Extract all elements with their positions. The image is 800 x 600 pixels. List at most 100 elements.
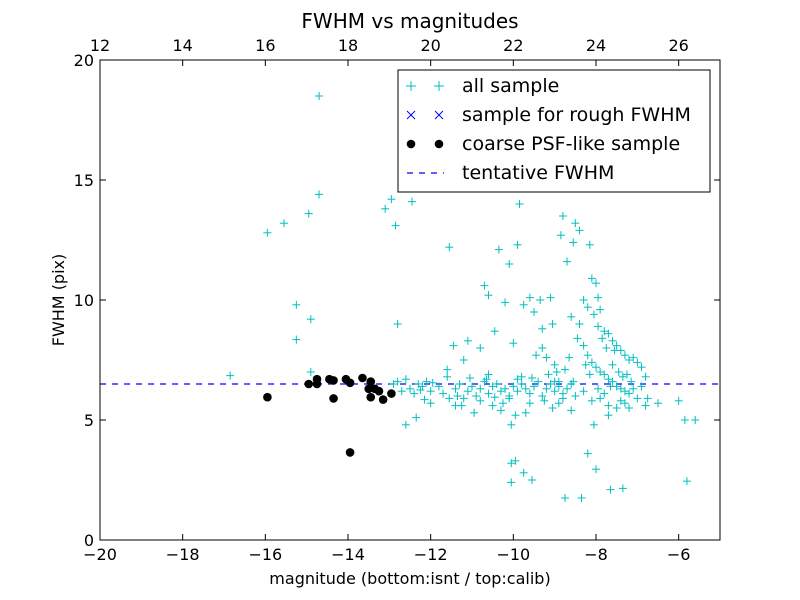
- all-sample-point: [558, 394, 567, 403]
- all-sample-point: [511, 456, 520, 465]
- all-sample-point: [546, 293, 555, 302]
- y-axis-label: FWHM (pix): [49, 254, 68, 347]
- all-sample-point: [680, 416, 689, 424]
- all-sample-point: [532, 351, 541, 360]
- psf-like-point: [312, 379, 322, 389]
- all-sample-point: [587, 396, 596, 405]
- psf-like-point: [345, 378, 355, 388]
- all-sample-point: [608, 360, 617, 369]
- all-sample-point: [618, 372, 627, 381]
- x-tick-label: −20: [83, 545, 117, 564]
- all-sample-point: [517, 380, 526, 388]
- all-sample-point: [488, 382, 497, 391]
- all-sample-point: [490, 327, 499, 336]
- all-sample-point: [449, 341, 458, 350]
- all-sample-point: [612, 341, 621, 350]
- all-sample-point: [538, 392, 547, 400]
- x-tick-label: −14: [331, 545, 365, 564]
- all-sample-point: [596, 305, 605, 314]
- all-sample-point: [525, 389, 534, 398]
- psf-like-point: [345, 448, 355, 457]
- all-sample-point: [492, 380, 501, 388]
- psf-like-point: [364, 384, 373, 394]
- all-sample-point: [583, 351, 592, 360]
- all-sample-point: [625, 389, 634, 398]
- all-sample-point: [583, 449, 592, 458]
- all-sample-point: [620, 351, 629, 360]
- top-x-tick-label: 18: [338, 36, 358, 55]
- all-sample-point: [592, 279, 600, 288]
- all-sample-point: [509, 382, 518, 391]
- legend: all sample sample for rough FWHM coarse …: [397, 69, 711, 193]
- all-sample-point: [408, 197, 417, 206]
- y-tick-label: 0: [84, 531, 94, 550]
- all-sample-point: [550, 387, 559, 396]
- psf-like-point: [263, 392, 272, 402]
- all-sample-point: [585, 370, 594, 379]
- all-sample-point: [616, 396, 625, 405]
- top-x-tick-label: 14: [172, 36, 192, 55]
- all-sample-point: [552, 368, 561, 376]
- all-sample-point: [594, 293, 603, 302]
- all-sample-point: [571, 219, 580, 228]
- all-sample-point: [558, 212, 567, 220]
- all-sample-point: [637, 382, 646, 391]
- all-sample-point: [496, 387, 505, 396]
- all-sample-point: [542, 353, 551, 362]
- legend-label-tentative-fwhm: tentative FWHM: [462, 162, 614, 184]
- all-sample-point: [459, 356, 468, 364]
- all-sample-point: [292, 300, 301, 309]
- all-sample-point: [627, 377, 636, 386]
- all-sample-point: [509, 339, 518, 348]
- all-sample-point: [575, 320, 584, 328]
- legend-label-psf-like: coarse PSF-like sample: [462, 133, 680, 155]
- all-sample-point: [494, 245, 503, 254]
- all-sample-point: [540, 396, 549, 405]
- all-sample-point: [393, 320, 402, 328]
- y-tick-label: 10: [74, 291, 94, 310]
- all-sample-point: [226, 371, 235, 380]
- all-sample-point: [472, 392, 481, 400]
- all-sample-point: [507, 420, 516, 429]
- all-sample-point: [573, 334, 582, 343]
- y-tick-label: 5: [84, 411, 94, 430]
- all-sample-point: [484, 389, 493, 398]
- all-sample-point: [608, 336, 617, 345]
- all-sample-point: [604, 411, 613, 420]
- all-sample-point: [625, 404, 634, 412]
- all-sample-point: [517, 372, 526, 381]
- legend-marker-psf-like: [406, 139, 444, 149]
- all-sample-point: [476, 384, 485, 393]
- all-sample-point: [406, 384, 414, 393]
- all-sample-point: [633, 394, 642, 403]
- all-sample-point: [614, 368, 623, 376]
- all-sample-point: [470, 408, 479, 417]
- all-sample-point: [654, 399, 662, 408]
- all-sample-point: [641, 401, 650, 410]
- all-sample-point: [465, 374, 474, 382]
- all-sample-point: [488, 401, 497, 410]
- all-sample-point: [554, 399, 563, 408]
- x-tick-label: −18: [166, 545, 200, 564]
- all-sample-point: [451, 401, 460, 410]
- all-sample-point: [513, 240, 522, 249]
- all-sample-point: [569, 377, 578, 386]
- all-sample-point: [569, 238, 578, 247]
- all-sample-point: [579, 387, 588, 396]
- all-sample-point: [594, 322, 603, 331]
- all-sample-point: [600, 327, 609, 336]
- all-sample-point: [496, 406, 505, 415]
- x-tick-label: −16: [248, 545, 282, 564]
- all-sample-point: [567, 406, 576, 415]
- all-sample-point: [463, 336, 472, 345]
- all-sample-point: [612, 404, 621, 412]
- psf-like-point: [366, 377, 376, 386]
- all-sample-point: [387, 195, 396, 204]
- all-sample-point: [587, 274, 596, 283]
- legend-marker-all-sample: [406, 81, 444, 91]
- all-sample-point: [643, 394, 652, 403]
- chart-title: FWHM vs magnitudes: [301, 9, 518, 33]
- all-sample-point: [513, 375, 522, 384]
- all-sample-point: [620, 387, 629, 396]
- all-sample-point: [397, 387, 406, 396]
